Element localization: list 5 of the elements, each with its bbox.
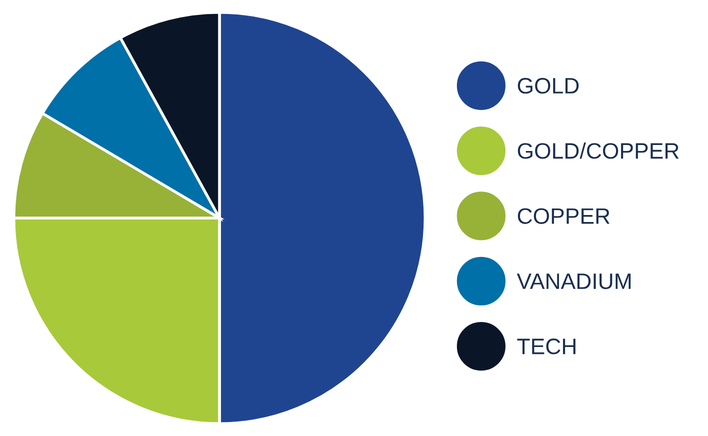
legend-label: TECH xyxy=(517,338,576,354)
legend-label: COPPER xyxy=(518,208,610,224)
legend-label: GOLD/COPPER xyxy=(518,142,679,159)
legend-label: VANADIUM xyxy=(516,274,631,290)
legend-label: GOLD xyxy=(518,78,579,94)
